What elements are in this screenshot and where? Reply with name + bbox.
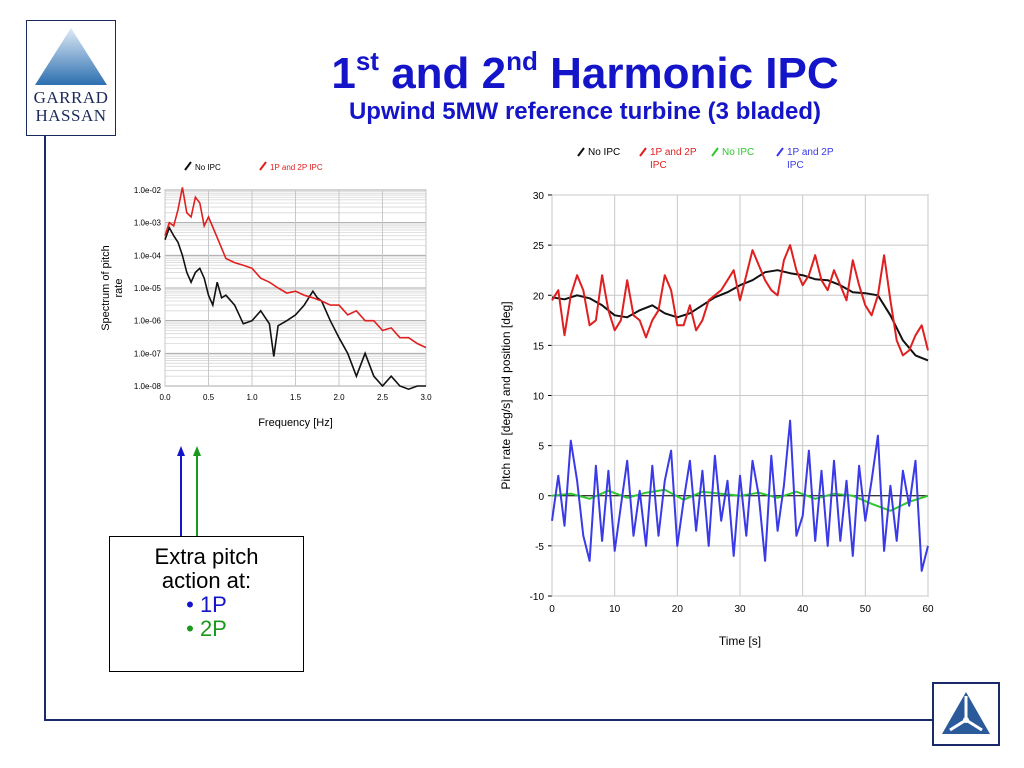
page-title: 1st and 2nd Harmonic IPC xyxy=(331,46,839,98)
series-3-line xyxy=(551,488,929,512)
y-tick-label: -5 xyxy=(535,542,544,553)
x-tick-label: 60 xyxy=(922,604,934,615)
y-tick-label: 1.0e-04 xyxy=(134,251,162,260)
callout-item-2p: • 2P xyxy=(186,616,227,641)
legend-2-label: 1P and 2P IPC xyxy=(270,163,323,172)
legend-1-mark xyxy=(184,161,192,171)
triangle-logo-icon xyxy=(35,28,107,85)
frame-left-rule xyxy=(44,135,46,721)
y-tick-label: 0 xyxy=(538,492,544,503)
arrowhead-2p-icon xyxy=(193,446,201,456)
page-subtitle: Upwind 5MW reference turbine (3 bladed) xyxy=(348,98,822,125)
y-tick-label: 10 xyxy=(533,392,545,403)
series-4-line xyxy=(551,419,929,572)
series-1-line xyxy=(551,269,929,362)
x-tick-label: 50 xyxy=(860,604,872,615)
x-tick-label: 1.0 xyxy=(246,393,258,402)
y-tick-label: 25 xyxy=(533,241,545,252)
x-tick-label: 20 xyxy=(672,604,684,615)
x-tick-label: 30 xyxy=(734,604,746,615)
logo-line-2: HASSAN xyxy=(35,106,107,125)
arrowhead-1p-icon xyxy=(177,446,185,456)
x-axis-label: Time [s] xyxy=(719,634,761,648)
series-2-line xyxy=(551,244,929,357)
y-axis-label: Pitch rate [deg/s] and position [deg] xyxy=(499,301,513,489)
x-tick-label: 0.5 xyxy=(203,393,215,402)
y-tick-label: 1.0e-02 xyxy=(134,186,162,195)
x-tick-label: 40 xyxy=(797,604,809,615)
y-axis-label: Spectrum of pitchrate xyxy=(100,245,125,331)
extra-pitch-callout: Extra pitch action at: • 1P • 2P xyxy=(109,536,304,672)
y-tick-label: 1.0e-06 xyxy=(134,317,162,326)
y-tick-label: 1.0e-03 xyxy=(134,219,162,228)
legend-1-label: No IPC xyxy=(195,163,221,172)
frame-bottom-rule xyxy=(44,719,932,721)
legend-3-label: No IPC xyxy=(722,147,754,158)
corner-logo xyxy=(932,682,1000,746)
y-tick-label: 15 xyxy=(533,341,545,352)
legend-1-label: No IPC xyxy=(588,147,620,158)
y-tick-label: 5 xyxy=(538,442,544,453)
x-tick-label: 10 xyxy=(609,604,621,615)
arrows-1p-2p xyxy=(177,446,201,538)
legend-4-label: 1P and 2P xyxy=(787,147,834,158)
legend-2-mark xyxy=(259,161,267,171)
y-tick-label: 20 xyxy=(533,291,545,302)
y-tick-label: -10 xyxy=(530,592,545,603)
x-tick-label: 0 xyxy=(549,604,555,615)
x-tick-label: 3.0 xyxy=(420,393,432,402)
y-axis-label-line-2: rate xyxy=(113,279,125,298)
y-tick-label: 1.0e-05 xyxy=(134,284,162,293)
callout-item-1p: • 1P xyxy=(186,592,227,617)
x-tick-label: 1.5 xyxy=(290,393,302,402)
y-tick-label: 30 xyxy=(533,191,545,202)
legend-2-label-line-2: IPC xyxy=(650,160,667,171)
x-tick-label: 2.5 xyxy=(377,393,389,402)
callout-line-1: Extra pitch xyxy=(154,544,259,569)
callout-line-2: action at: xyxy=(161,568,252,593)
series-1-line xyxy=(164,225,426,391)
x-tick-label: 2.0 xyxy=(333,393,345,402)
legend-4-label-line-2: IPC xyxy=(787,160,804,171)
y-axis-label-line-1: Spectrum of pitch xyxy=(100,245,112,331)
spectrum-chart: 1.0e-02 1.0e-03 1.0e-04 1.0e-05 1.0e-06 1.0e-… xyxy=(100,161,432,429)
garrad-hassan-logo: GARRAD HASSAN xyxy=(26,20,116,136)
x-axis-label: Frequency [Hz] xyxy=(258,417,333,429)
series-2-line xyxy=(164,187,427,349)
legend-3-mark xyxy=(711,147,719,157)
legend-4-mark xyxy=(776,147,784,157)
legend-2-label: 1P and 2P xyxy=(650,147,697,158)
triangle-emblem-icon xyxy=(942,692,990,734)
legend-2-mark xyxy=(639,147,647,157)
legend-1-mark xyxy=(577,147,585,157)
y-tick-label: 1.0e-07 xyxy=(134,349,162,358)
y-tick-label: 1.0e-08 xyxy=(134,382,162,391)
logo-line-1: GARRAD xyxy=(33,88,109,107)
x-tick-label: 0.0 xyxy=(159,393,171,402)
time-series-chart: -10 -5 0 5 10 15 20 25 30 0 10 20 30 40 50 60 Time [s] Pi… xyxy=(499,147,934,648)
